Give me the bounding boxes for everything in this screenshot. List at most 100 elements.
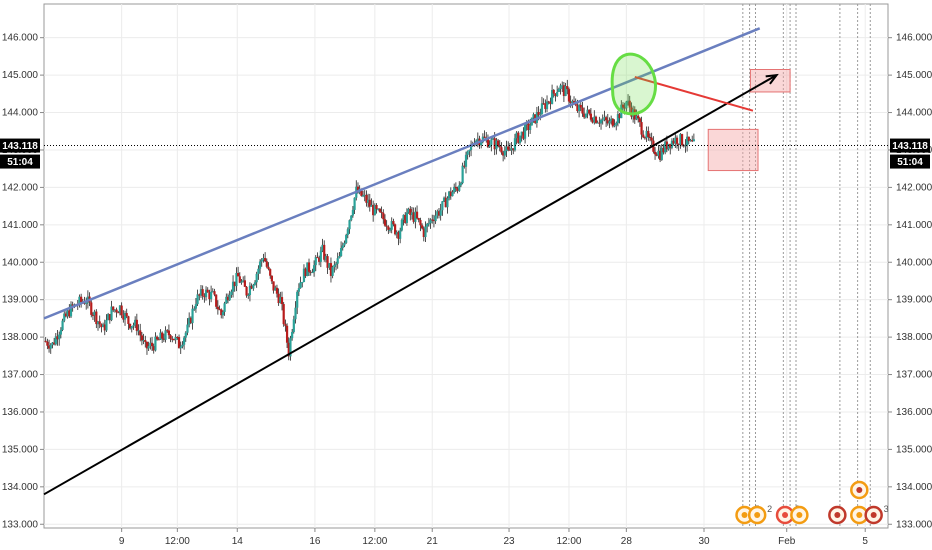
candle-body (365, 194, 368, 203)
candle-body (181, 344, 184, 347)
candle-body (237, 272, 240, 277)
candle-body (591, 119, 594, 123)
candle-body (49, 345, 52, 349)
candle-body (343, 242, 346, 246)
candle-body (167, 330, 171, 336)
candle-body (351, 209, 355, 216)
candle-body (299, 282, 302, 289)
candle-body (210, 291, 213, 300)
upper-channel-line[interactable] (43, 27, 761, 320)
candle-body (184, 332, 187, 338)
event-badge-count: 2 (767, 504, 772, 514)
candle-body (395, 232, 398, 235)
candle-body (235, 272, 238, 287)
candle-body (542, 103, 545, 105)
candle-body (252, 284, 255, 289)
candle-body (662, 147, 665, 153)
candle-body (137, 330, 140, 332)
candle-body (598, 122, 601, 124)
candle-body (390, 221, 393, 230)
candle-body (46, 341, 49, 346)
candle-body (312, 265, 316, 273)
candle-body (552, 90, 555, 94)
price-tag-text: 51:04 (897, 157, 923, 168)
candle-body (353, 197, 356, 210)
candle-body (366, 199, 370, 203)
x-tick-label: 14 (232, 536, 244, 547)
candle-body (328, 263, 331, 268)
candle-body (47, 345, 51, 349)
candle-body (498, 146, 501, 148)
event-badge-dot (796, 512, 803, 518)
candle-body (319, 250, 322, 262)
candle-body (491, 138, 495, 140)
candle-body (500, 147, 503, 153)
event-badge-dot (870, 512, 877, 518)
candle-body (645, 130, 648, 138)
price-tags: 143.118 51:04 143.118 51:04 (0, 138, 930, 169)
candle-body (189, 317, 192, 324)
candle-body (360, 188, 363, 196)
candle-body (85, 302, 88, 304)
candle-body (579, 104, 582, 108)
candle-body (623, 107, 626, 109)
candle-body (410, 212, 414, 215)
candle-body (69, 304, 73, 317)
candle-body (392, 221, 395, 225)
candle-body (147, 346, 150, 349)
candle-body (635, 115, 638, 120)
price-tag-text: 143.118 (892, 141, 928, 152)
y-tick-label: 138.000 (2, 332, 39, 343)
candle-body (174, 336, 177, 341)
candle-body (655, 154, 658, 156)
candle-body (103, 324, 106, 331)
candle-body (449, 191, 452, 197)
candle-body (297, 288, 300, 292)
trend-lines[interactable] (43, 27, 779, 496)
candle-body (380, 211, 383, 213)
candle-body (162, 338, 165, 340)
candle-body (466, 151, 469, 155)
candle-body (311, 272, 314, 274)
candle-body (58, 334, 61, 340)
candle-body (618, 114, 621, 119)
candle-body (262, 257, 265, 260)
countdown-tag-right: 51:04 (890, 154, 930, 169)
lower-support-line[interactable] (43, 74, 778, 496)
candle-body (517, 132, 520, 143)
candle-body (149, 342, 152, 347)
event-badges[interactable]: 5233 (735, 480, 889, 525)
x-tick-label: Feb (778, 536, 796, 547)
candle-body (383, 219, 387, 226)
candle-body (90, 302, 93, 315)
candle-body (122, 315, 125, 320)
candle-body (626, 100, 630, 102)
candle-body (586, 109, 589, 114)
candle-body (264, 257, 267, 262)
candle-body (339, 248, 343, 257)
candle-body (265, 261, 268, 267)
y-tick-label: 145.000 (2, 70, 39, 81)
x-tick-label: 30 (698, 536, 710, 547)
plot-frame (43, 3, 889, 529)
candle-body (183, 337, 186, 345)
candle-body (608, 121, 611, 124)
candle-body (216, 306, 219, 310)
candle-body (44, 340, 47, 342)
y-tick-label: 142.000 (896, 182, 932, 193)
candle-body (142, 340, 145, 342)
candle-body (301, 282, 304, 284)
candle-body (307, 262, 311, 272)
candle-body (61, 320, 64, 330)
y-tick-label: 133.000 (2, 519, 39, 530)
candle-body (326, 256, 329, 268)
candle-body (63, 313, 66, 321)
top-highlight-circle (610, 52, 657, 116)
price-zone-box (749, 69, 791, 93)
candle-body (399, 230, 402, 239)
candle-body (569, 101, 572, 103)
candle-body (218, 309, 221, 311)
candle-body (208, 292, 211, 300)
candle-body (250, 285, 253, 289)
